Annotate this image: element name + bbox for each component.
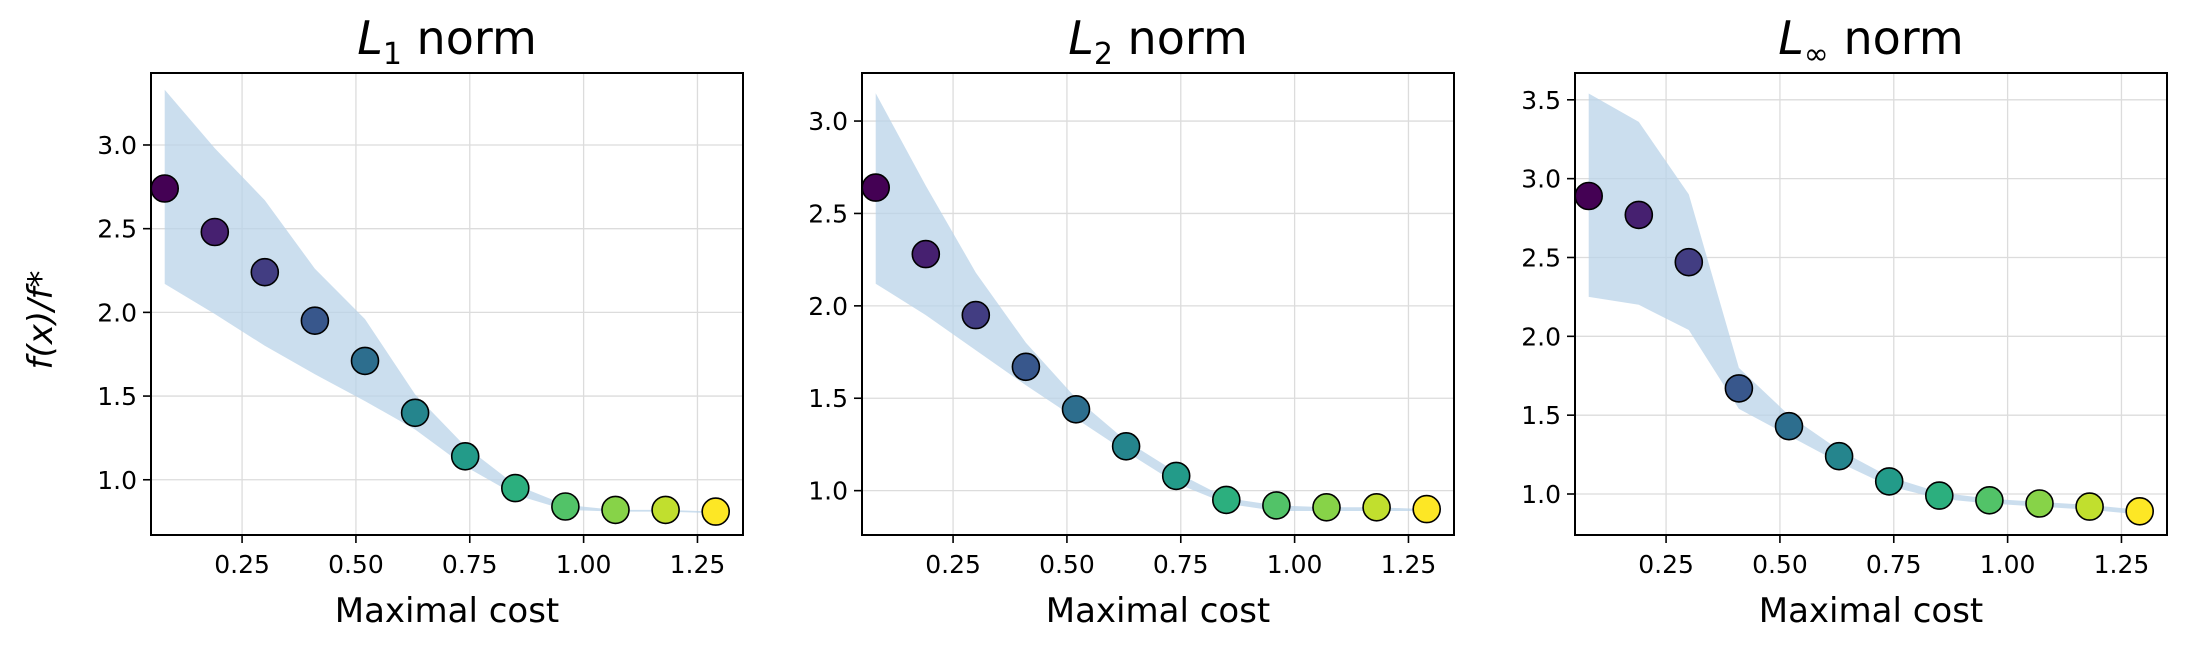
x-tick-label-5: 1.25 (2094, 550, 2150, 579)
data-point-9 (1975, 485, 2004, 515)
panel-3: 0.25 0.50 0.75 1.00 1.25 1.0 1.5 2.0 2.5 3.0 3.5 Ma… (1521, 11, 2168, 631)
data-point-12 (701, 497, 731, 526)
x-tick-label-2: 0.50 (1039, 550, 1095, 579)
confidence-band (1588, 93, 2140, 515)
x-tick-label-1: 0.25 (214, 550, 270, 579)
y-tick-label-4: 2.5 (808, 199, 848, 228)
data-point-8 (1925, 481, 1954, 510)
x-tick-label-4: 1.00 (1267, 550, 1323, 579)
data-point-7 (1874, 467, 1904, 496)
data-point-1 (1574, 181, 1603, 211)
data-point-9 (551, 492, 580, 521)
panel-title: L∞ norm (1778, 11, 1963, 72)
confidence-band (164, 89, 716, 514)
x-tick-label-1: 0.25 (1638, 550, 1694, 579)
y-tick-label-4: 2.5 (97, 215, 137, 244)
data-point-7 (450, 441, 480, 471)
panels: 0.25 0.50 0.75 1.00 1.25 1.0 1.5 2.0 2.5 3.0 Maxim… (97, 11, 2168, 631)
plot-frame (150, 72, 744, 536)
y-tick-label-5: 3.0 (808, 107, 848, 136)
data-point-7 (1161, 461, 1191, 491)
data-point-11 (651, 495, 680, 525)
data-point-2 (200, 217, 230, 247)
confidence-band (875, 93, 1427, 512)
x-tick-label-2: 0.50 (328, 550, 384, 579)
y-tick-label-6: 3.5 (1521, 86, 1561, 115)
panel-title: L2 norm (1068, 11, 1248, 72)
data-point-12 (2125, 496, 2154, 526)
x-axis-label: Maximal cost (1046, 591, 1271, 631)
data-point-3 (961, 300, 991, 330)
data-point-10 (2025, 489, 2054, 518)
x-tick-label-1: 0.25 (925, 550, 981, 579)
y-tick-label-2: 1.5 (808, 384, 848, 413)
y-tick-label-1: 1.0 (808, 477, 848, 506)
y-tick-label-4: 2.5 (1521, 243, 1561, 272)
plot-frame (861, 72, 1455, 536)
x-tick-label-3: 0.75 (1866, 550, 1922, 579)
data-point-5 (350, 346, 380, 376)
data-point-4 (300, 306, 330, 336)
x-tick-label-3: 0.75 (1153, 550, 1209, 579)
y-tick-label-3: 2.0 (97, 298, 137, 327)
x-tick-label-4: 1.00 (556, 550, 612, 579)
data-point-1 (150, 174, 179, 203)
y-tick-label-5: 3.0 (1521, 165, 1561, 194)
data-point-5 (1061, 394, 1091, 424)
x-tick-label-4: 1.00 (1980, 550, 2036, 579)
data-point-9 (1262, 491, 1291, 520)
data-point-4 (1011, 352, 1041, 382)
y-tick-label-5: 3.0 (97, 131, 137, 160)
y-tick-label-2: 1.5 (97, 382, 137, 411)
data-point-10 (1312, 492, 1341, 522)
data-point-10 (601, 495, 630, 525)
y-tick-label-1: 1.0 (1521, 480, 1561, 509)
panel-1: 0.25 0.50 0.75 1.00 1.25 1.0 1.5 2.0 2.5 3.0 Maxim… (97, 11, 744, 631)
data-point-6 (400, 398, 430, 428)
panel-2: 0.25 0.50 0.75 1.00 1.25 1.0 1.5 2.0 2.5 3.0 Maxim… (808, 11, 1455, 631)
data-point-8 (500, 473, 530, 503)
y-tick-label-2: 1.5 (1521, 401, 1561, 430)
data-point-2 (911, 239, 941, 269)
figure-ylabel: f(x)/f* (21, 270, 61, 369)
data-point-4 (1724, 374, 1754, 403)
data-point-8 (1212, 485, 1241, 515)
data-point-1 (861, 173, 891, 202)
data-point-2 (1624, 200, 1654, 230)
x-tick-label-5: 1.25 (1381, 550, 1437, 579)
x-axis-label: Maximal cost (1759, 591, 1984, 631)
x-tick-label-5: 1.25 (670, 550, 726, 579)
y-tick-label-1: 1.0 (97, 466, 137, 495)
data-point-3 (1674, 247, 1704, 277)
panel-title: L1 norm (357, 11, 537, 72)
y-tick-label-3: 2.0 (808, 292, 848, 321)
x-tick-label-3: 0.75 (442, 550, 498, 579)
data-point-6 (1111, 431, 1141, 461)
y-tick-label-3: 2.0 (1521, 322, 1561, 351)
x-axis-label: Maximal cost (335, 591, 560, 631)
data-point-3 (250, 257, 280, 287)
data-point-11 (1362, 492, 1391, 522)
plot-frame (1574, 72, 2168, 536)
data-point-12 (1412, 494, 1441, 524)
x-tick-label-2: 0.50 (1752, 550, 1808, 579)
data-point-6 (1824, 441, 1854, 471)
data-point-11 (2075, 492, 2104, 521)
data-point-5 (1774, 411, 1804, 441)
